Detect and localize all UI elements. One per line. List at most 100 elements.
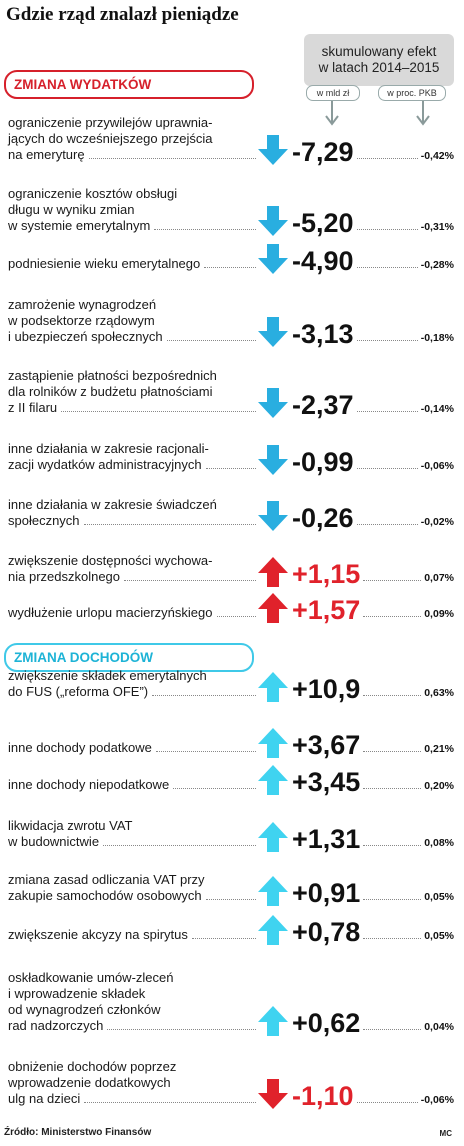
row-label-line: zwiększenie akcyzy na spirytus (8, 927, 188, 942)
section-expenditure: ZMIANA WYDATKÓW (4, 70, 254, 99)
value-bn: -7,29 (292, 137, 354, 167)
down-arrow-icon (258, 317, 288, 347)
up-arrow-icon (258, 672, 288, 702)
row-label-line: zamrożenie wynagrodzeń (8, 297, 157, 312)
row-label: zmiana zasad odliczania VAT przy zakupie … (8, 872, 256, 904)
leader-dots (356, 158, 418, 159)
leader-dots (363, 695, 422, 696)
row-label-line: jących do wcześniejszego przejścia (8, 131, 213, 146)
table-row: inne dochody podatkowe +3,67 0,21% (0, 716, 464, 760)
row-label-line: w podsektorze rządowym (8, 313, 155, 328)
row-label-line: zwiększenie składek emerytalnych (8, 668, 207, 683)
down-arrow-icon (325, 101, 339, 126)
row-label: ograniczenie kosztów obsługi długu w wyni… (8, 186, 256, 234)
table-row: inne działania w zakresie racjonali-zacj… (0, 433, 464, 477)
value-gdp-pct: -0,31% (420, 221, 454, 233)
leader-dots (363, 616, 422, 617)
value-bn: +1,15 (292, 559, 361, 589)
value-gdp-pct: -0,14% (420, 403, 454, 415)
row-label: inne dochody podatkowe (8, 740, 256, 756)
row-label: zamrożenie wynagrodzeń w podsektorze rząd… (8, 297, 256, 345)
value-gdp-pct: 0,08% (424, 837, 454, 849)
table-row: zmiana zasad odliczania VAT przy zakupie … (0, 864, 464, 908)
row-label: likwidacja zwrotu VAT w budownictwie (8, 818, 256, 850)
value-gdp-pct: 0,05% (424, 930, 454, 942)
down-arrow-icon (416, 101, 430, 126)
header-line2: w latach 2014–2015 (318, 60, 440, 75)
leader-dots (356, 229, 418, 230)
value-bn: -5,20 (292, 208, 354, 238)
table-row: likwidacja zwrotu VAT w budownictwie +1,31… (0, 810, 464, 854)
value-bn: +0,78 (292, 917, 361, 947)
value-bn: +0,91 (292, 878, 361, 908)
leader-dots (356, 411, 418, 412)
up-arrow-icon (258, 765, 288, 795)
row-label: inne działania w zakresie racjonali-zacj… (8, 441, 256, 473)
row-label: inne działania w zakresie świadczeń społe… (8, 497, 256, 529)
row-label: zwiększenie składek emerytalnych do FUS (… (8, 668, 256, 700)
table-row: zwiększenie akcyzy na spirytus +0,78 0,05% (0, 903, 464, 947)
row-label-line: nia przedszkolnego (8, 569, 121, 584)
row-label-line: w budownictwie (8, 834, 100, 849)
leader-dots (363, 580, 422, 581)
row-label-line: wprowadzenie dodatkowych (8, 1075, 171, 1090)
down-arrow-icon (258, 135, 288, 165)
table-row: podniesienie wieku emerytalnego -4,90 -0,2… (0, 232, 464, 276)
value-bn: +1,57 (292, 595, 361, 625)
value-bn: +3,67 (292, 730, 361, 760)
value-bn: -0,99 (292, 447, 354, 477)
row-label: zwiększenie dostępności wychowa-nia prze… (8, 553, 256, 585)
row-label-line: oskładkowanie umów-zleceń (8, 970, 174, 985)
row-label-line: i ubezpieczeń społecznych (8, 329, 163, 344)
row-label-line: likwidacja zwrotu VAT (8, 818, 133, 833)
row-label-line: obniżenie dochodów poprzez (8, 1059, 177, 1074)
down-arrow-icon (258, 206, 288, 236)
value-gdp-pct: 0,20% (424, 780, 454, 792)
row-label-line: od wynagrodzeń członków (8, 1002, 161, 1017)
value-gdp-pct: -0,28% (420, 259, 454, 271)
column-label-bn: w mld zł (306, 85, 360, 101)
row-label-line: długu w wyniku zmian (8, 202, 135, 217)
row-label-line: ulg na dzieci (8, 1091, 81, 1106)
table-row: zwiększenie składek emerytalnych do FUS (… (0, 660, 464, 704)
leader-dots (356, 340, 418, 341)
up-arrow-icon (258, 822, 288, 852)
row-label-line: zwiększenie dostępności wychowa- (8, 553, 213, 568)
up-arrow-icon (258, 915, 288, 945)
row-label-line: inne dochody podatkowe (8, 740, 152, 755)
row-label-line: dla rolników z budżetu płatnościami (8, 384, 213, 399)
row-label: podniesienie wieku emerytalnego (8, 256, 256, 272)
row-label-line: rad nadzorczych (8, 1018, 104, 1033)
table-row: ograniczenie kosztów obsługi długu w wyni… (0, 186, 464, 238)
value-bn: -4,90 (292, 246, 354, 276)
row-label-line: społecznych (8, 513, 80, 528)
table-row: zamrożenie wynagrodzeń w podsektorze rząd… (0, 297, 464, 349)
row-label-line: zastąpienie płatności bezpośrednich (8, 368, 217, 383)
row-label-line: zakupie samochodów osobowych (8, 888, 202, 903)
row-label: wydłużenie urlopu macierzyńskiego (8, 605, 256, 621)
row-label-line: wydłużenie urlopu macierzyńskiego (8, 605, 213, 620)
row-label-line: podniesienie wieku emerytalnego (8, 256, 201, 271)
table-row: inne działania w zakresie świadczeń społe… (0, 489, 464, 533)
table-row: oskładkowanie umów-zleceń i wprowadzenie … (0, 970, 464, 1038)
value-gdp-pct: 0,07% (424, 572, 454, 584)
row-label: zastąpienie płatności bezpośrednich dla r… (8, 368, 256, 416)
value-gdp-pct: 0,09% (424, 608, 454, 620)
value-gdp-pct: 0,21% (424, 743, 454, 755)
leader-dots (363, 1029, 422, 1030)
row-label: zwiększenie akcyzy na spirytus (8, 927, 256, 943)
leader-dots (356, 524, 418, 525)
value-gdp-pct: 0,63% (424, 687, 454, 699)
value-bn: +1,31 (292, 824, 361, 854)
column-header: skumulowany efekt w latach 2014–2015 (304, 34, 454, 86)
row-label: obniżenie dochodów poprzez wprowadzenie d… (8, 1059, 256, 1107)
leader-dots (363, 938, 422, 939)
down-arrow-icon (258, 388, 288, 418)
row-label: inne dochody niepodatkowe (8, 777, 256, 793)
table-row: ograniczenie przywilejów uprawnia-jących… (0, 115, 464, 167)
row-label-line: inne dochody niepodatkowe (8, 777, 170, 792)
value-bn: -2,37 (292, 390, 354, 420)
value-gdp-pct: 0,05% (424, 891, 454, 903)
row-label: ograniczenie przywilejów uprawnia-jących… (8, 115, 256, 163)
down-arrow-icon (258, 445, 288, 475)
